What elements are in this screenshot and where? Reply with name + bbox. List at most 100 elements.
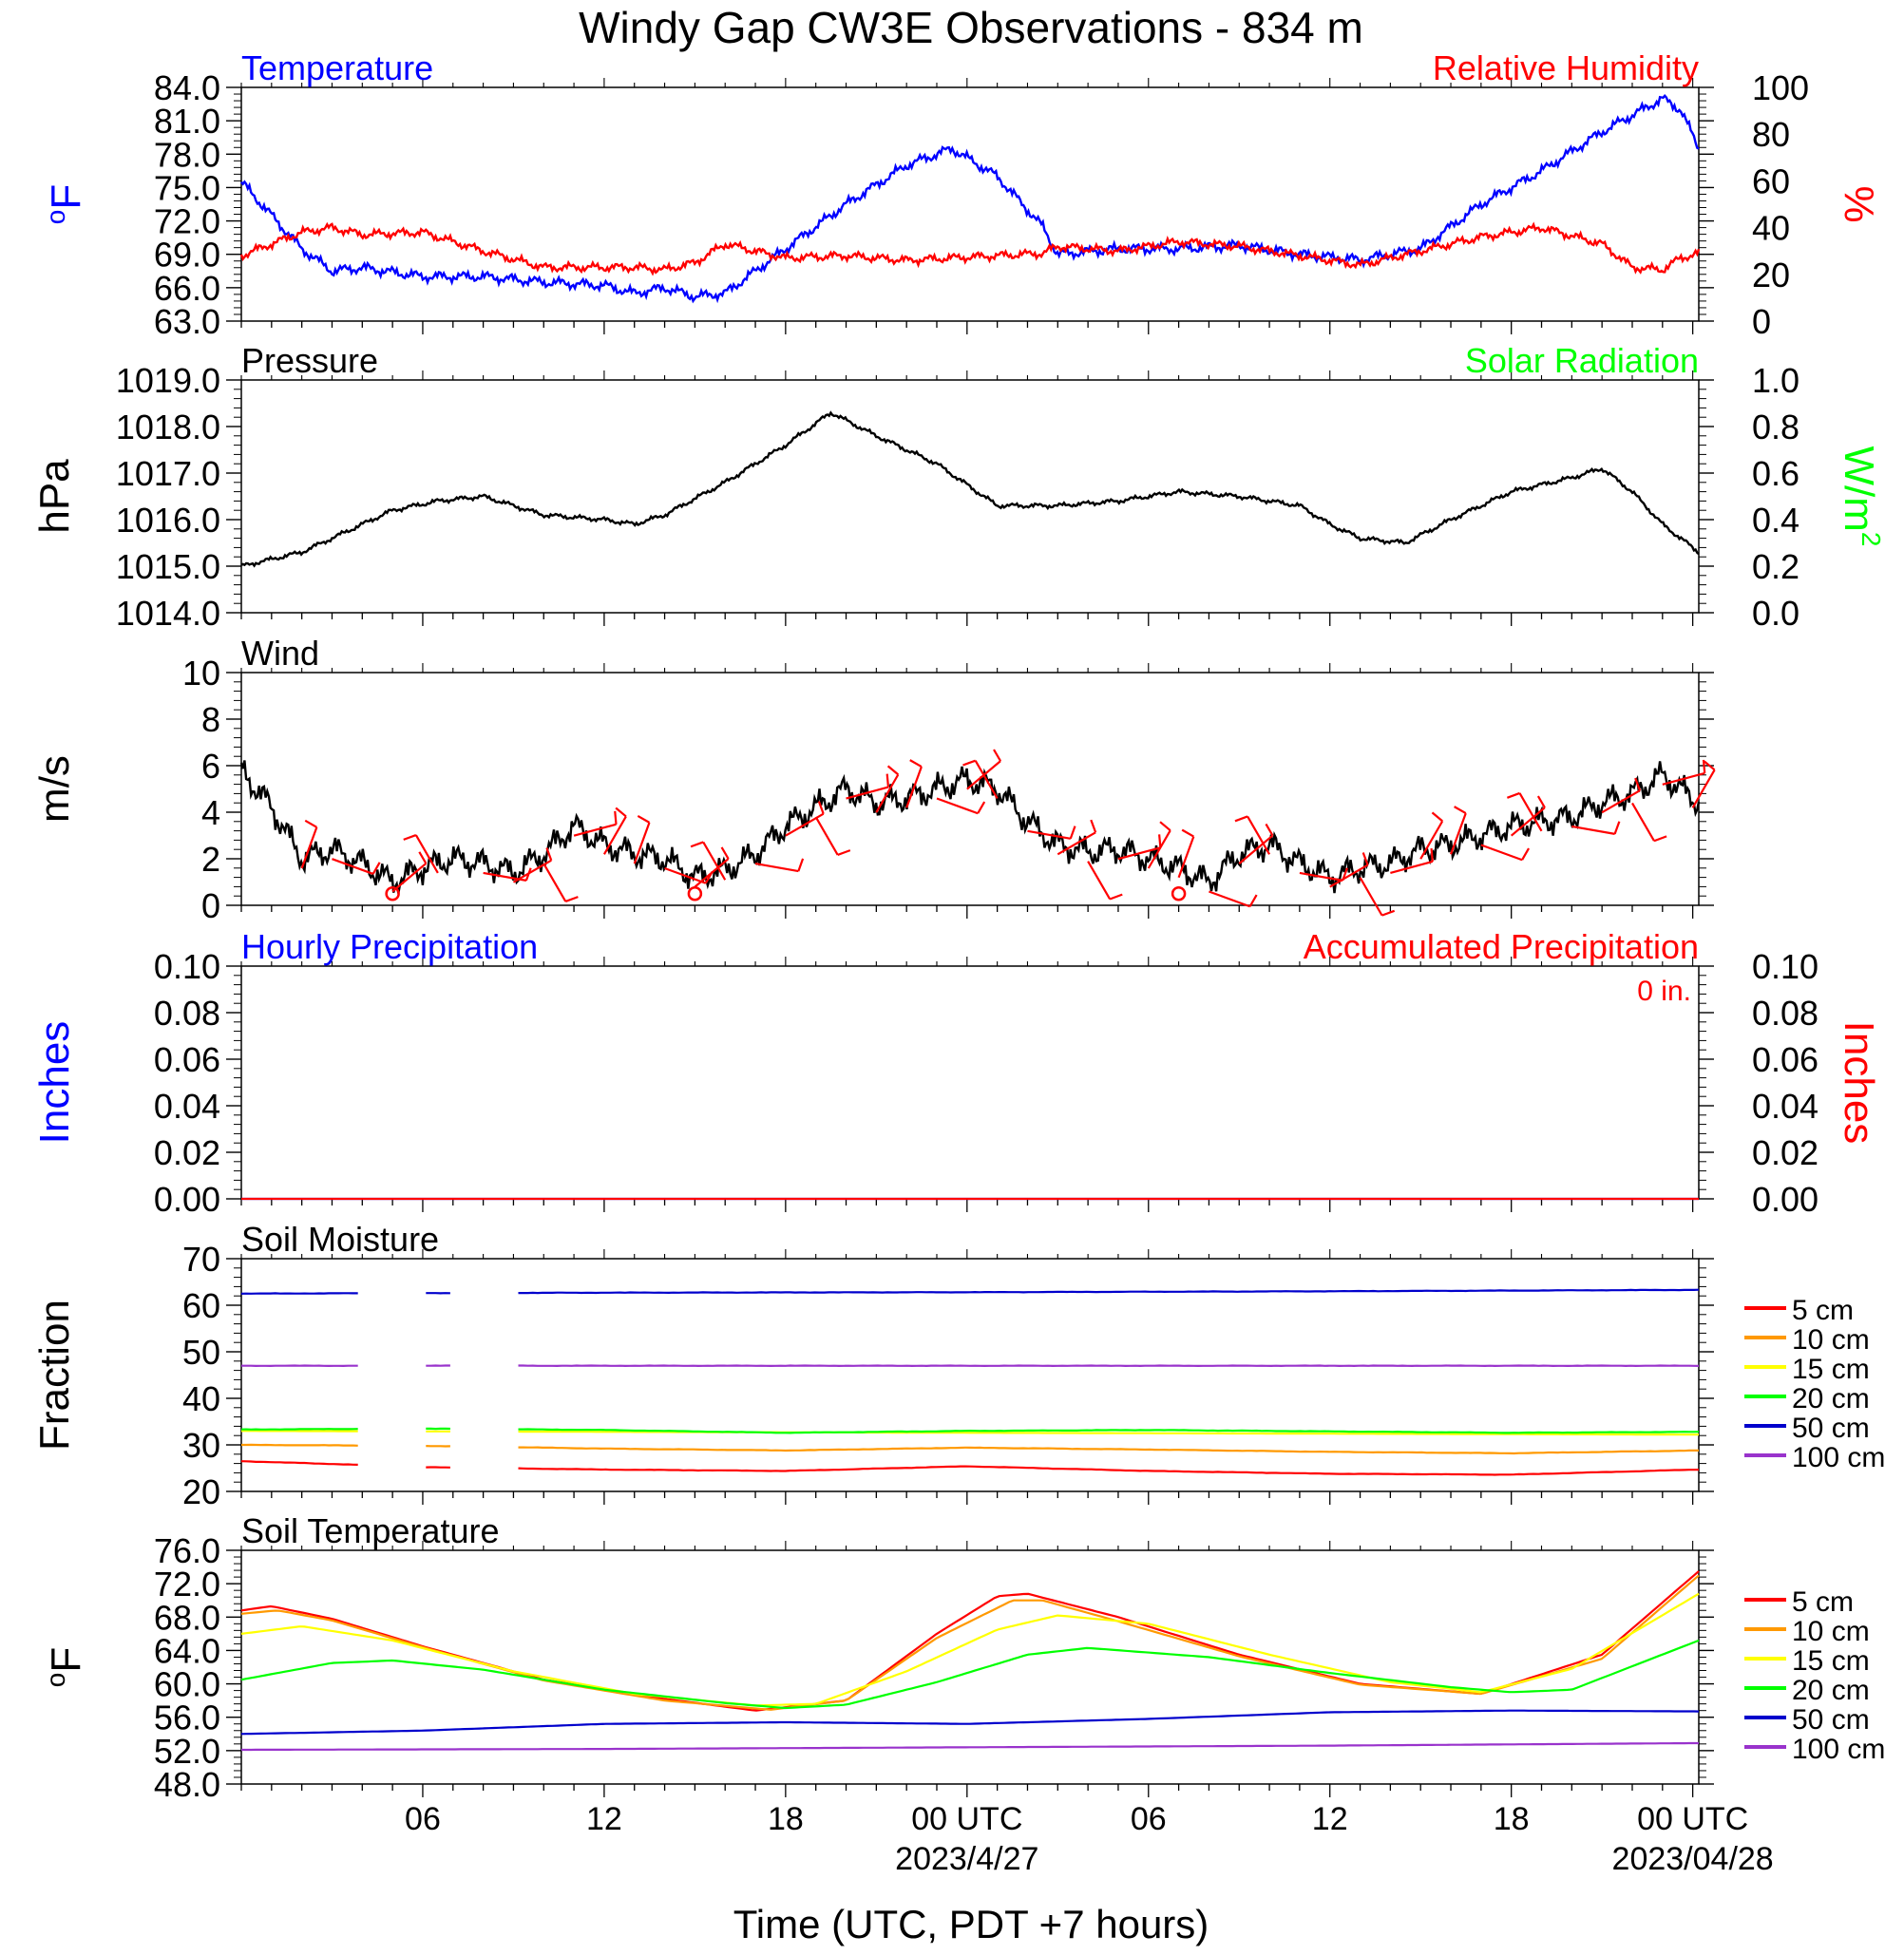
y-tick-label: 4 (201, 793, 220, 832)
unit-f: F (43, 184, 89, 210)
panel-title-left: Wind (241, 634, 319, 673)
y2-tick-label: 0.4 (1752, 501, 1799, 540)
y-tick-label: 66.0 (154, 269, 220, 308)
y-tick-label: 52.0 (154, 1732, 220, 1771)
wind-barb-flag (1234, 815, 1248, 823)
legend-label: 5 cm (1792, 1295, 1854, 1326)
y2-axis-label: W/m2 (1836, 446, 1886, 547)
wind-barb (1238, 834, 1274, 864)
wind-barb-flag (837, 849, 851, 856)
y2-tick-label: 100 (1752, 68, 1809, 107)
wind-barb-flag (1265, 823, 1274, 837)
wind-barb (694, 858, 730, 888)
y-tick-label: 72.0 (154, 202, 220, 241)
wind-barb (846, 786, 889, 800)
y2-tick-label: 0.10 (1752, 947, 1818, 986)
y2-tick-label: 20 (1752, 256, 1790, 294)
wind-barb (1247, 815, 1271, 855)
unit-f: F (43, 1647, 89, 1673)
wind-barb (664, 866, 707, 884)
wind-barb (1662, 771, 1705, 786)
wind-barb (602, 815, 627, 855)
panel-title-left: Soil Moisture (241, 1220, 439, 1259)
wind-barb (1329, 864, 1369, 888)
superscript: 2 (1856, 532, 1886, 547)
y-tick-label: 64.0 (154, 1631, 220, 1670)
y-tick-label: 1015.0 (116, 547, 220, 586)
y-tick-label: 75.0 (154, 168, 220, 207)
wind-barb (905, 766, 923, 808)
wind-barb (1057, 831, 1096, 856)
y2-tick-label: 0.00 (1752, 1180, 1818, 1219)
degree-o: o (41, 210, 70, 225)
y-tick-label: 60 (182, 1286, 220, 1325)
y-axis-label: Fraction (31, 1300, 78, 1451)
wind-barb (814, 816, 839, 856)
y-tick-label: 30 (182, 1426, 220, 1465)
legend-label: 5 cm (1792, 1586, 1854, 1618)
legend-label: 15 cm (1792, 1645, 1870, 1677)
x-axis-label: Time (UTC, PDT +7 hours) (733, 1902, 1209, 1946)
y-tick-label: 0.10 (154, 947, 220, 986)
wind-barb-flag (1158, 834, 1162, 848)
wind-barb-flag (1613, 821, 1621, 835)
y2-tick-label: 0.08 (1752, 994, 1818, 1033)
calm-wind-marker (687, 886, 703, 902)
wind-barb-flag (614, 810, 618, 825)
y2-tick-label: 0 (1752, 302, 1771, 341)
wind-barb (573, 823, 617, 837)
wind-barb-flag (1361, 852, 1369, 865)
panel-title-left: Hourly Precipitation (241, 927, 538, 966)
plot-frame (240, 379, 1700, 614)
series-pressure (240, 410, 1700, 568)
wind-barb (1299, 871, 1343, 882)
wind-barb-flag (1506, 791, 1520, 799)
y2-tick-label: 40 (1752, 209, 1790, 248)
y2-axis-label: % (1836, 185, 1882, 222)
y2-tick-label: 0.0 (1752, 594, 1799, 633)
legend-label: 100 cm (1792, 1734, 1885, 1765)
y-tick-label: 8 (201, 700, 220, 739)
y-tick-label: 1018.0 (116, 408, 220, 446)
wind-barb (1027, 829, 1071, 840)
wind-barb-flag (1653, 835, 1667, 843)
panel-6: 48.052.056.060.064.068.072.076.0 Soil Tem… (41, 1511, 1885, 1804)
y-tick-label: 63.0 (154, 302, 220, 341)
panel-title-left: Soil Temperature (241, 1511, 499, 1550)
y2-tick-label: 0.2 (1752, 547, 1799, 586)
series-wind (239, 760, 1701, 894)
y-tick-label: 70 (182, 1240, 220, 1279)
wind-barb (1601, 789, 1641, 814)
y-tick-label: 40 (182, 1379, 220, 1418)
y-tick-label: 76.0 (154, 1531, 220, 1570)
wind-barb (1117, 846, 1161, 861)
wind-barb-flag (418, 851, 428, 864)
wind-barb (974, 760, 999, 800)
series-20-cm (240, 1639, 1700, 1710)
panel-title-left: Temperature (241, 48, 433, 87)
wind-barb-flag (993, 749, 1002, 762)
y-tick-label: 68.0 (154, 1598, 220, 1637)
y2-tick-label: 80 (1752, 115, 1790, 154)
wind-barb-flag (1704, 760, 1716, 771)
date-label: 2023/04/28 (1612, 1841, 1774, 1877)
wind-barb-flag (977, 801, 986, 814)
wind-barb-flag (909, 759, 923, 769)
x-tick-label: 00 UTC (911, 1801, 1022, 1837)
y-tick-label: 69.0 (154, 236, 220, 275)
wind-barb-flag (1521, 847, 1530, 861)
x-tick-label: 12 (586, 1801, 622, 1837)
wind-barb-flag (1634, 777, 1642, 791)
wind-barb (1419, 820, 1444, 860)
panel-4: 0.00 0.02 0.04 0.06 0.08 0.10 0.00 0.02 0.04 0.06… (31, 927, 1882, 1219)
series-20-cm (240, 1427, 1700, 1434)
wind-barb-flag (371, 862, 381, 875)
x-tick-label: 00 UTC (1637, 1801, 1748, 1837)
wind-barb-flag (885, 773, 890, 788)
legend-label: 10 cm (1792, 1616, 1870, 1647)
wind-barb (300, 826, 318, 869)
date-label: 2023/4/27 (895, 1841, 1038, 1877)
y-tick-label: 1016.0 (116, 501, 220, 540)
wind-barb (754, 863, 799, 873)
x-tick-label: 18 (1494, 1801, 1530, 1837)
